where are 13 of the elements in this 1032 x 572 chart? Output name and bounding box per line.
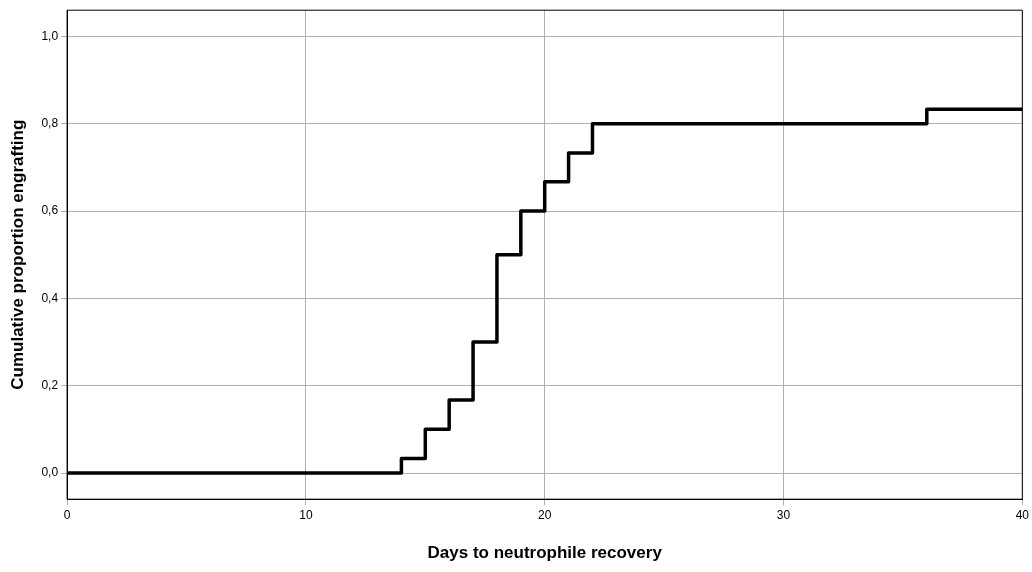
y-tick-label: 1,0	[41, 28, 59, 43]
x-tick-label: 30	[776, 507, 791, 522]
y-tick-label: 0,2	[41, 377, 59, 392]
y-tick-label: 0,4	[41, 290, 59, 305]
x-tick-label: 40	[1015, 507, 1030, 522]
y-tick-label: 0,0	[41, 465, 59, 480]
x-axis-title: Days to neutrophile recovery	[427, 543, 663, 563]
x-tick-label: 10	[299, 507, 313, 522]
x-tick-label: 0	[63, 507, 71, 522]
y-tick-label: 0,6	[41, 203, 59, 218]
y-axis-title: Cumulative proportion engrafting	[7, 119, 27, 390]
y-tick-label: 0,8	[41, 116, 59, 131]
x-tick-label: 20	[538, 507, 552, 522]
